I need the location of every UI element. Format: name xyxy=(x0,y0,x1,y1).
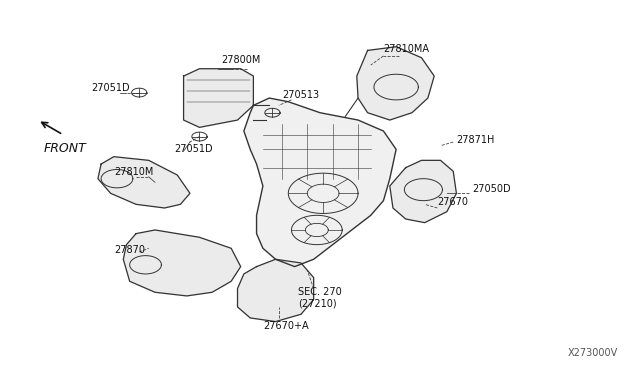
Polygon shape xyxy=(124,230,241,296)
Text: SEC. 270
(27210): SEC. 270 (27210) xyxy=(298,287,342,308)
Polygon shape xyxy=(184,69,253,127)
Text: 27051D: 27051D xyxy=(174,144,212,154)
Text: FRONT: FRONT xyxy=(44,142,87,155)
Text: 270513: 270513 xyxy=(282,90,319,100)
Text: 27810M: 27810M xyxy=(114,167,153,177)
Text: 27051D: 27051D xyxy=(92,83,130,93)
Text: 27871H: 27871H xyxy=(456,135,495,145)
Text: 27050D: 27050D xyxy=(472,183,511,193)
Text: 27800M: 27800M xyxy=(221,55,261,65)
Text: 27670: 27670 xyxy=(437,198,468,208)
Text: 27810MA: 27810MA xyxy=(383,44,429,54)
Polygon shape xyxy=(244,98,396,267)
Polygon shape xyxy=(356,47,434,120)
Polygon shape xyxy=(98,157,190,208)
Polygon shape xyxy=(237,259,314,321)
Text: 27870: 27870 xyxy=(114,245,145,255)
Text: X273000V: X273000V xyxy=(568,348,618,358)
Polygon shape xyxy=(390,160,456,223)
Text: 27670+A: 27670+A xyxy=(263,321,308,331)
